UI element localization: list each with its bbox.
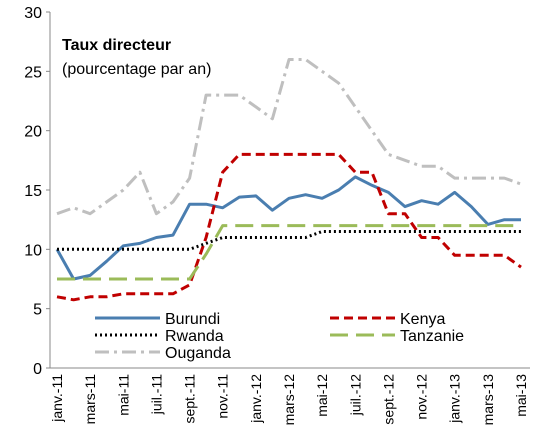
y-tick-label: 10 [24,242,42,259]
annotation-title: Taux directeur [62,37,171,54]
x-tick-label: janv.-11 [49,374,65,423]
y-tick-label: 0 [33,361,42,378]
legend-label: Rwanda [165,328,224,345]
legend-label: Burundi [165,311,220,328]
x-tick-label: mars-12 [281,374,297,426]
x-tick-label: sept.-12 [380,374,396,425]
legend-label: Ouganda [165,345,231,362]
x-tick-label: mars-13 [480,374,496,426]
series-line [56,58,522,216]
x-tick-label: nov.-12 [414,374,430,420]
x-tick-label: juil.-12 [347,374,363,416]
x-tick-label: mars-11 [82,374,98,425]
x-tick-label: sept.-11 [182,374,198,424]
x-tick-label: mai-11 [115,374,131,416]
x-tick-label: juil.-11 [148,374,164,415]
y-tick-label: 20 [24,124,42,141]
y-tick-label: 30 [24,5,42,22]
series-line [56,152,522,302]
x-tick-label: janv.-13 [447,374,463,424]
legend-label: Tanzanie [400,328,464,345]
x-tick-label: nov.-11 [215,374,231,419]
y-tick-label: 15 [24,183,42,200]
series-line [55,175,521,281]
annotation-subtitle: (pourcentage par an) [62,61,211,78]
y-tick-label: 5 [33,302,42,319]
y-tick-label: 25 [24,64,42,81]
x-tick-label: mai-12 [314,374,330,417]
series-line [57,224,521,281]
legend-label: Kenya [400,311,445,328]
x-tick-label: janv.-12 [248,374,264,424]
x-tick-label: mai-13 [513,374,529,417]
